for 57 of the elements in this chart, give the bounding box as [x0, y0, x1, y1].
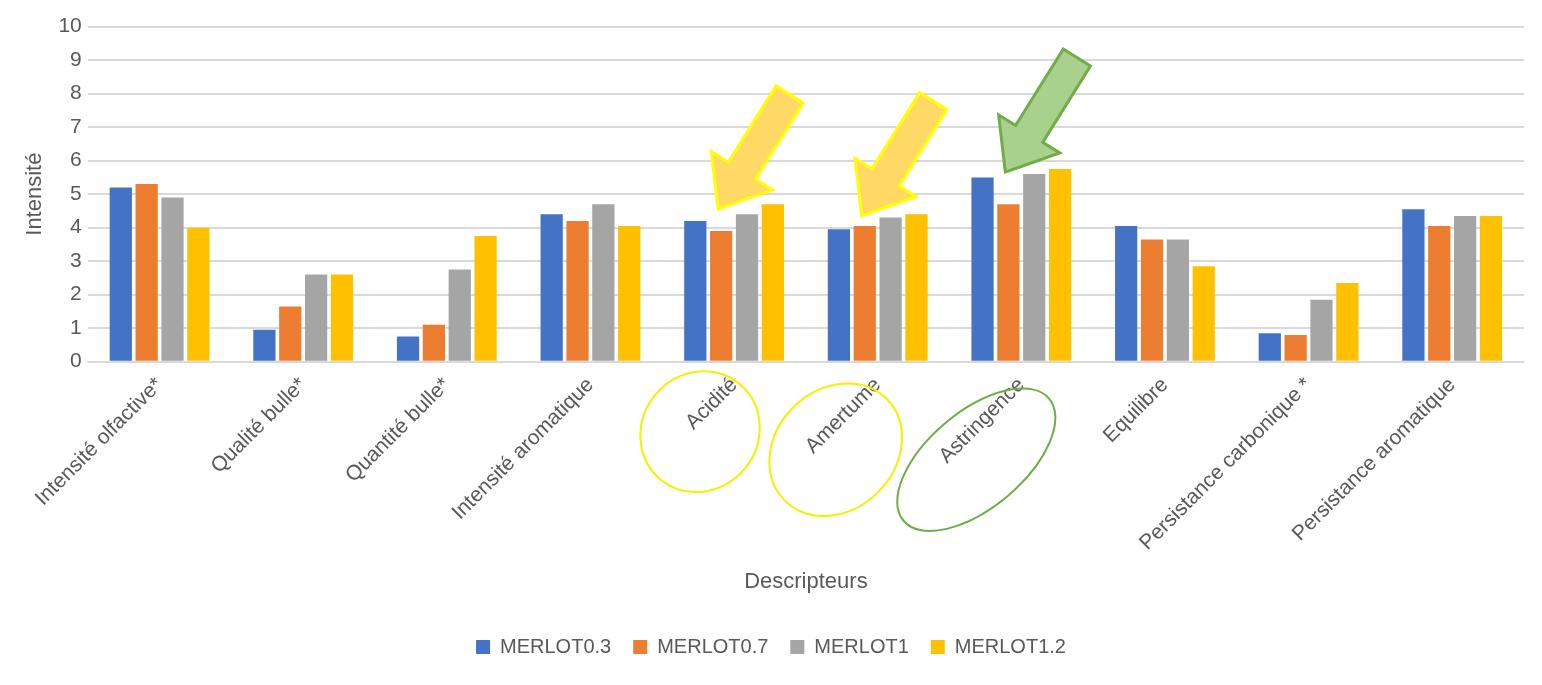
y-tick-label: 1	[70, 314, 82, 338]
bar	[1284, 334, 1307, 361]
bar	[879, 217, 902, 361]
y-tick-label: 3	[70, 247, 82, 271]
legend-label: MERLOT0.7	[657, 634, 769, 657]
bar	[305, 274, 328, 361]
bar	[735, 214, 759, 361]
bar	[853, 225, 876, 361]
bar	[253, 329, 276, 361]
y-tick-label: 6	[70, 147, 82, 171]
bar	[997, 204, 1020, 361]
bar	[827, 229, 851, 361]
bar	[474, 236, 497, 361]
bar	[1428, 225, 1451, 361]
bar	[566, 220, 589, 361]
bar	[187, 227, 210, 361]
bar	[540, 214, 563, 361]
bar	[1310, 299, 1333, 361]
bar	[135, 184, 158, 361]
bar	[279, 306, 302, 361]
bar	[710, 231, 733, 361]
bar	[1479, 215, 1503, 361]
x-axis-title: Descripteurs	[744, 567, 868, 593]
y-tick-label: 7	[70, 113, 82, 137]
bar	[1336, 282, 1359, 361]
bar	[905, 214, 928, 361]
bar	[109, 187, 132, 361]
bar	[1166, 239, 1189, 361]
bar	[1048, 169, 1072, 361]
bar	[1192, 266, 1215, 361]
y-tick-label: 10	[58, 13, 82, 37]
bar	[971, 177, 994, 361]
y-axis-title: Intensité	[21, 152, 47, 236]
bar	[1140, 239, 1164, 361]
bar	[684, 220, 707, 361]
bar	[330, 274, 354, 361]
y-tick-label: 9	[70, 46, 82, 70]
y-tick-label: 4	[70, 214, 83, 238]
legend-label: MERLOT1.2	[954, 634, 1066, 657]
y-tick-label: 5	[70, 180, 82, 204]
bar	[1454, 215, 1477, 361]
bar	[448, 269, 471, 361]
legend-label: MERLOT1	[814, 634, 909, 657]
bar	[161, 197, 184, 361]
bar	[1258, 333, 1281, 361]
y-tick-label: 2	[70, 281, 82, 305]
bar	[396, 336, 420, 361]
bar	[1402, 209, 1425, 361]
bar	[1115, 225, 1138, 361]
bar	[1023, 174, 1046, 361]
bar	[618, 225, 641, 361]
bar	[422, 324, 446, 361]
y-tick-label: 8	[70, 80, 82, 104]
bar	[592, 204, 615, 361]
legend-label: MERLOT0.3	[500, 634, 612, 657]
bar	[761, 204, 784, 361]
y-tick-label: 0	[70, 348, 82, 372]
